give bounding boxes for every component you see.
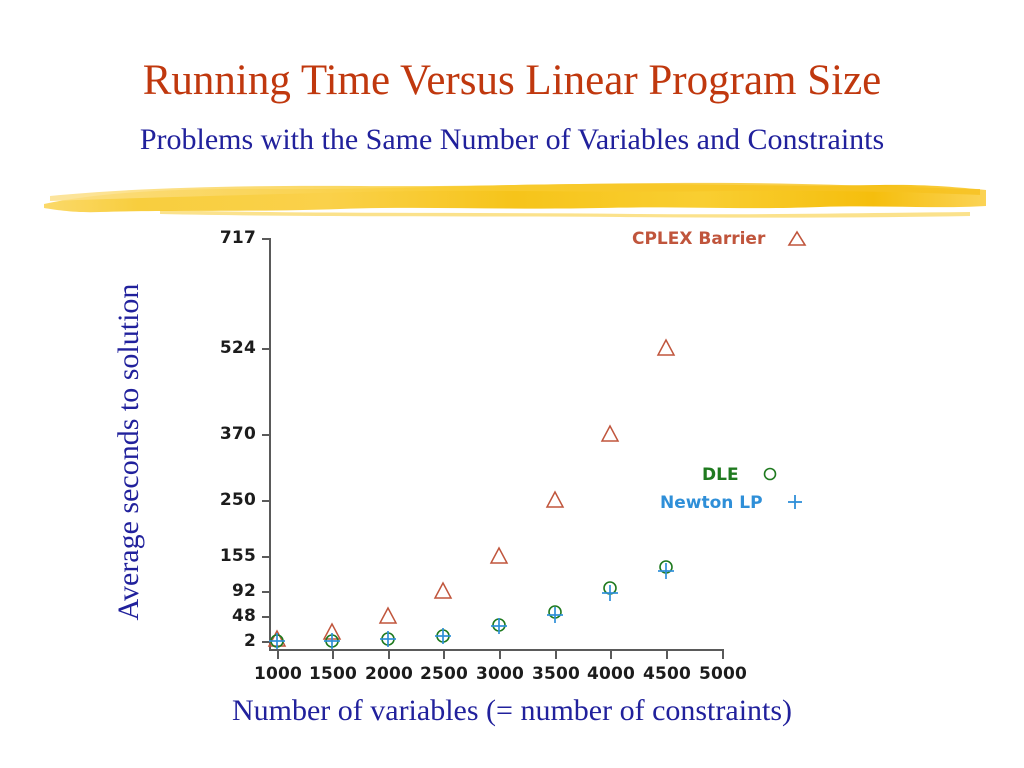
- x-tick-3500: [555, 651, 557, 659]
- y-tick-155: [262, 556, 270, 558]
- data-point-newton-lp-2500: [432, 625, 454, 647]
- x-axis-line: [269, 649, 724, 651]
- x-tick-4500: [666, 651, 668, 659]
- x-tick-label-3000: 3000: [475, 664, 525, 684]
- legend-item-cplex-barrier[interactable]: CPLEX Barrier: [632, 229, 811, 249]
- data-point-cplex-barrier-4000: [599, 423, 621, 445]
- x-tick-label-5000: 5000: [698, 664, 748, 684]
- x-tick-4000: [610, 651, 612, 659]
- x-tick-label-4000: 4000: [586, 664, 636, 684]
- x-tick-label-2000: 2000: [364, 664, 414, 684]
- legend-label-newton-lp: Newton LP: [660, 493, 763, 513]
- y-tick-2: [262, 641, 270, 643]
- data-point-newton-lp-4000: [599, 582, 621, 604]
- page-title: Running Time Versus Linear Program Size: [142, 57, 882, 104]
- y-tick-370: [262, 434, 270, 436]
- x-tick-5000: [722, 651, 724, 659]
- legend-item-dle[interactable]: DLE: [702, 465, 784, 485]
- circle-icon: [758, 465, 784, 485]
- data-point-cplex-barrier-3500: [544, 489, 566, 511]
- y-tick-label-2: 2: [243, 631, 256, 651]
- legend-item-newton-lp[interactable]: Newton LP: [660, 493, 809, 513]
- y-tick-524: [262, 348, 270, 350]
- data-point-newton-lp-4500: [655, 560, 677, 582]
- x-axis-title: Number of variables (= number of constra…: [231, 694, 793, 727]
- x-tick-1500: [332, 651, 334, 659]
- data-point-cplex-barrier-2500: [432, 580, 454, 602]
- triangle-icon: [785, 229, 811, 249]
- x-tick-label-1000: 1000: [253, 664, 303, 684]
- x-tick-label-2500: 2500: [419, 664, 469, 684]
- y-tick-label-370: 370: [219, 424, 256, 444]
- data-point-newton-lp-3500: [544, 604, 566, 626]
- y-tick-250: [262, 500, 270, 502]
- y-tick-92: [262, 591, 270, 593]
- data-point-cplex-barrier-2000: [377, 605, 399, 627]
- data-point-newton-lp-3000: [488, 615, 510, 637]
- x-tick-label-3500: 3500: [531, 664, 581, 684]
- y-tick-label-155: 155: [219, 546, 256, 566]
- brush-stroke-divider: [40, 176, 990, 222]
- page-subtitle: Problems with the Same Number of Variabl…: [139, 123, 885, 156]
- legend-label-dle: DLE: [702, 465, 739, 485]
- data-point-newton-lp-2000: [377, 628, 399, 650]
- data-point-cplex-barrier-3000: [488, 545, 510, 567]
- y-tick-717: [262, 238, 270, 240]
- x-tick-label-4500: 4500: [642, 664, 692, 684]
- legend-label-cplex-barrier: CPLEX Barrier: [632, 229, 766, 249]
- x-tick-3000: [499, 651, 501, 659]
- y-tick-label-250: 250: [219, 490, 256, 510]
- data-point-cplex-barrier-4500: [655, 337, 677, 359]
- y-tick-48: [262, 616, 270, 618]
- y-tick-label-48: 48: [231, 606, 256, 626]
- y-tick-label-524: 524: [219, 338, 256, 358]
- data-point-newton-lp-1500: [321, 630, 343, 652]
- x-tick-2500: [443, 651, 445, 659]
- y-tick-label-92: 92: [231, 581, 256, 601]
- data-point-newton-lp-1000: [266, 630, 288, 652]
- x-tick-2000: [388, 651, 390, 659]
- y-tick-label-717: 717: [219, 228, 256, 248]
- x-tick-1000: [277, 651, 279, 659]
- plus-icon: [783, 493, 809, 513]
- y-axis-line: [269, 238, 271, 651]
- x-tick-label-1500: 1500: [308, 664, 358, 684]
